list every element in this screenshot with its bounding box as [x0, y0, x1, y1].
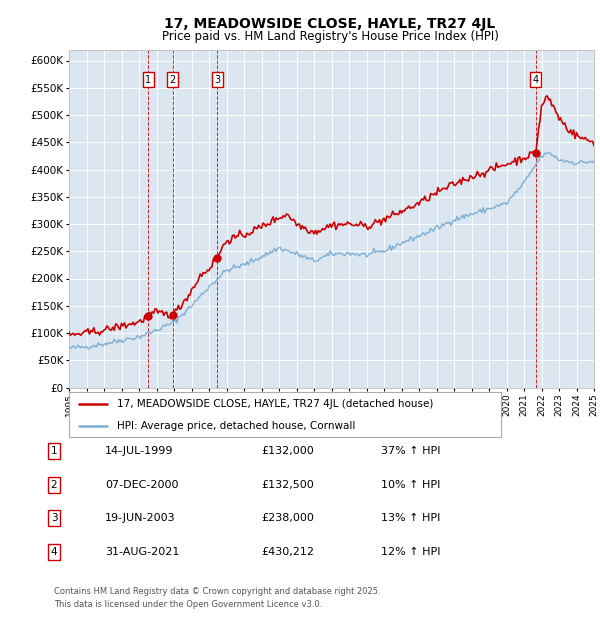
Text: 07-DEC-2000: 07-DEC-2000: [105, 480, 179, 490]
Text: 3: 3: [214, 74, 220, 84]
Text: £132,000: £132,000: [261, 446, 314, 456]
Text: 17, MEADOWSIDE CLOSE, HAYLE, TR27 4JL (detached house): 17, MEADOWSIDE CLOSE, HAYLE, TR27 4JL (d…: [116, 399, 433, 409]
Text: 17, MEADOWSIDE CLOSE, HAYLE, TR27 4JL: 17, MEADOWSIDE CLOSE, HAYLE, TR27 4JL: [164, 17, 496, 32]
Text: £238,000: £238,000: [261, 513, 314, 523]
Text: 1: 1: [145, 74, 152, 84]
Text: £430,212: £430,212: [261, 547, 314, 557]
Text: 31-AUG-2021: 31-AUG-2021: [105, 547, 179, 557]
Text: 37% ↑ HPI: 37% ↑ HPI: [381, 446, 440, 456]
Text: 10% ↑ HPI: 10% ↑ HPI: [381, 480, 440, 490]
Text: Contains HM Land Registry data © Crown copyright and database right 2025.: Contains HM Land Registry data © Crown c…: [54, 587, 380, 596]
Text: 3: 3: [50, 513, 58, 523]
Text: 2: 2: [170, 74, 176, 84]
Text: HPI: Average price, detached house, Cornwall: HPI: Average price, detached house, Corn…: [116, 422, 355, 432]
Text: This data is licensed under the Open Government Licence v3.0.: This data is licensed under the Open Gov…: [54, 600, 322, 609]
Text: 14-JUL-1999: 14-JUL-1999: [105, 446, 173, 456]
Text: 19-JUN-2003: 19-JUN-2003: [105, 513, 176, 523]
Text: 2: 2: [50, 480, 58, 490]
Text: 1: 1: [50, 446, 58, 456]
Text: £132,500: £132,500: [261, 480, 314, 490]
FancyBboxPatch shape: [69, 392, 501, 437]
Text: 4: 4: [50, 547, 58, 557]
Text: Price paid vs. HM Land Registry's House Price Index (HPI): Price paid vs. HM Land Registry's House …: [161, 30, 499, 43]
Text: 12% ↑ HPI: 12% ↑ HPI: [381, 547, 440, 557]
Text: 13% ↑ HPI: 13% ↑ HPI: [381, 513, 440, 523]
Text: 4: 4: [532, 74, 539, 84]
